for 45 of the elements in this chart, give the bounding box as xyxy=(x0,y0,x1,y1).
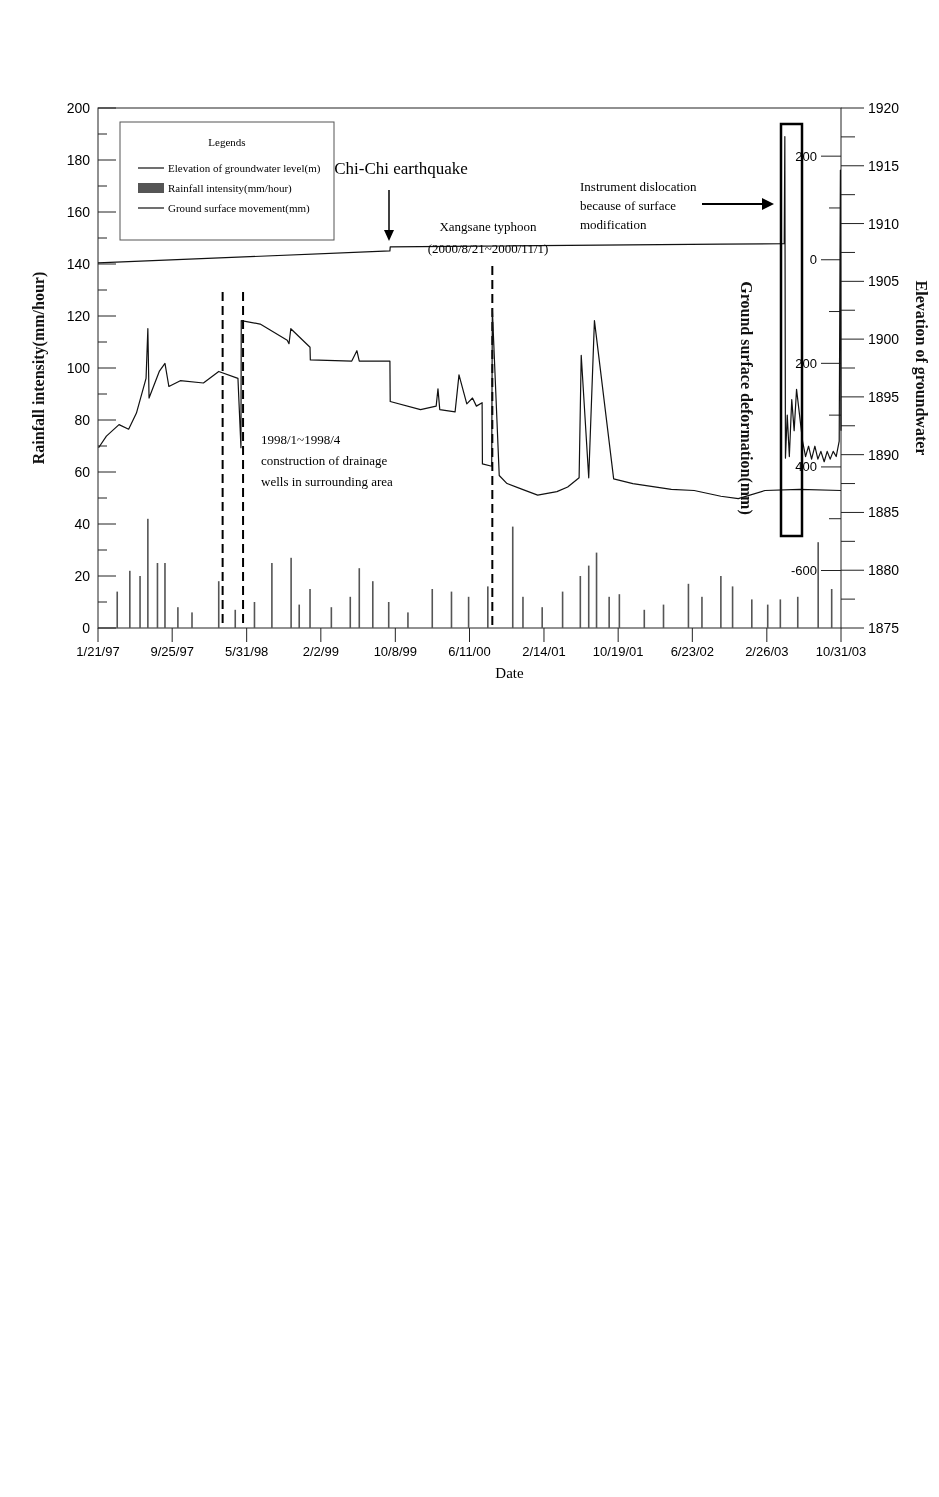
x-tick-label: 6/11/00 xyxy=(448,644,491,659)
y3-axis-title: Ground surface deformation(mm) xyxy=(736,281,755,515)
y-axis-title: Rainfall intensity(mm/hour) xyxy=(29,271,48,465)
y-tick-label: 120 xyxy=(66,308,91,324)
y2-tick-label: 1880 xyxy=(868,562,900,579)
legend-label: Elevation of groundwater level(m) xyxy=(168,162,321,175)
y2-tick-label: 1875 xyxy=(868,620,900,636)
annotation: Instrument dislocation because of surface modification xyxy=(580,178,698,232)
x-tick-label: 6/23/02 xyxy=(670,644,715,659)
y-tick-label: 0 xyxy=(82,620,91,636)
x-tick-label: 2/2/99 xyxy=(302,644,339,659)
y2-tick-label: 1915 xyxy=(868,157,900,174)
y2-tick-label: 1890 xyxy=(868,446,900,463)
annotation: Chi-Chi earthquake xyxy=(334,158,468,178)
y-tick-label: 60 xyxy=(74,464,91,480)
x-tick-label: 10/31/03 xyxy=(815,644,867,659)
y-tick-label: 100 xyxy=(66,360,91,376)
y2-tick-label: 1920 xyxy=(868,100,900,116)
y2-tick-label: 1905 xyxy=(868,273,900,290)
x-tick-label: 2/26/03 xyxy=(745,644,789,659)
y2-axis-title: Elevation of groundwater xyxy=(911,280,930,456)
legend-label: Rainfall intensity(mm/hour) xyxy=(168,182,293,195)
x-tick-label: 5/31/98 xyxy=(224,644,269,659)
y3-tick-label: 0 xyxy=(809,252,817,268)
y-tick-label: 200 xyxy=(66,100,91,116)
x-tick-label: 10/8/99 xyxy=(373,644,418,659)
y2-tick-label: 1910 xyxy=(868,215,900,232)
y-tick-label: 20 xyxy=(74,568,91,584)
y2-tick-label: 1900 xyxy=(868,331,900,348)
legend-label: Ground surface movement(mm) xyxy=(168,202,311,215)
y-tick-label: 180 xyxy=(66,152,91,168)
y2-tick-label: 1895 xyxy=(868,388,900,405)
x-tick-label: 9/25/97 xyxy=(150,644,194,659)
legend-title: Legends xyxy=(208,136,246,148)
y-tick-label: 80 xyxy=(74,412,91,428)
x-tick-label: 2/14/01 xyxy=(522,644,566,659)
annotation: 1998/1~1998/4 construction of drainage wells in surrounding area xyxy=(261,431,393,489)
y-tick-label: 160 xyxy=(66,204,91,220)
y-tick-label: 40 xyxy=(74,516,91,532)
x-tick-label: 10/19/01 xyxy=(592,644,644,659)
x-tick-label: 1/21/97 xyxy=(76,644,120,659)
y-tick-label: 140 xyxy=(66,256,91,272)
y2-tick-label: 1885 xyxy=(868,504,900,521)
x-axis-title: Date xyxy=(495,665,524,681)
y3-tick-label: -600 xyxy=(790,563,817,579)
